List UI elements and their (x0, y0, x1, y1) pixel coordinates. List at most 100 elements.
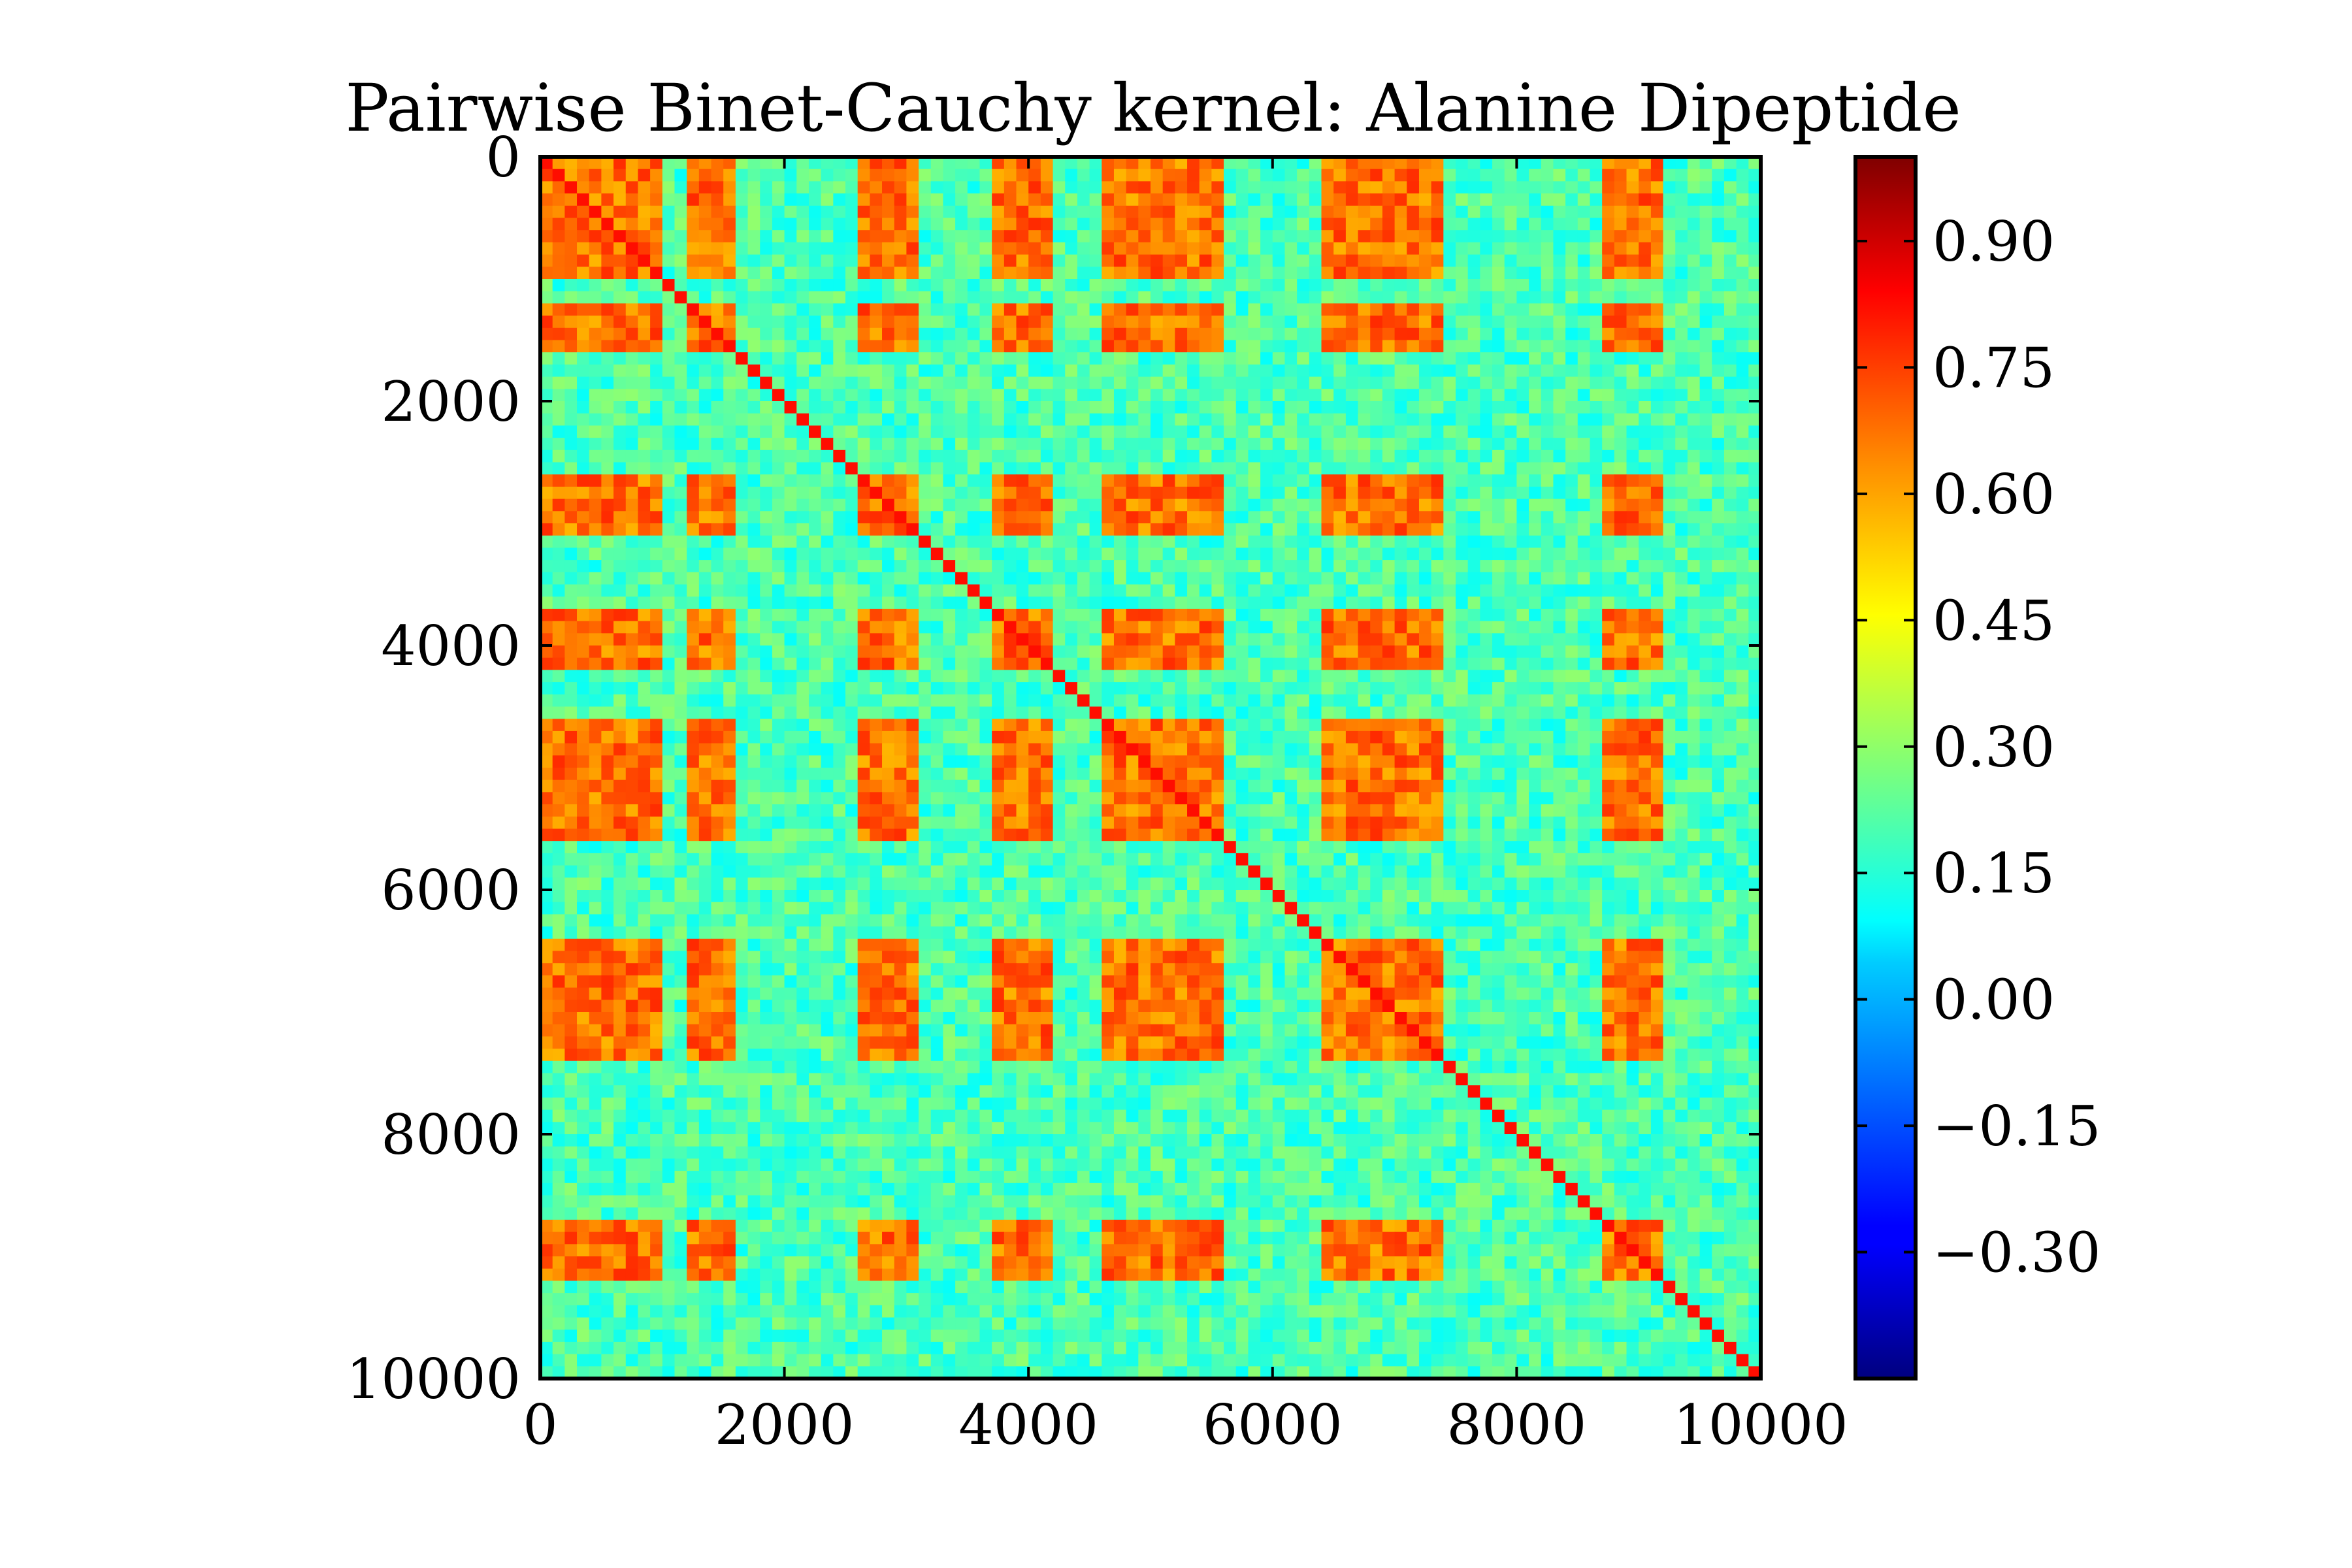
heatmap-cell (857, 645, 870, 659)
heatmap-cell (1370, 657, 1383, 670)
heatmap-cell (1614, 535, 1627, 548)
heatmap-cell (1687, 449, 1701, 463)
heatmap-cell (1699, 608, 1712, 622)
heatmap-cell (1492, 254, 1505, 267)
heatmap-cell (1321, 755, 1334, 768)
heatmap-cell (625, 743, 639, 756)
heatmap-cell (821, 547, 834, 561)
heatmap-cell (577, 462, 590, 475)
heatmap-cell (1407, 316, 1420, 329)
heatmap-cell (552, 560, 565, 573)
heatmap-cell (564, 267, 578, 280)
heatmap-cell (1162, 743, 1175, 756)
heatmap-cell (906, 730, 919, 744)
heatmap-cell (1004, 157, 1017, 170)
heatmap-cell (967, 608, 981, 622)
heatmap-cell (1235, 376, 1249, 389)
heatmap-cell (698, 425, 712, 438)
heatmap-cell (1712, 364, 1725, 378)
heatmap-cell (919, 633, 932, 646)
heatmap-cell (808, 498, 822, 512)
heatmap-cell (1480, 572, 1493, 585)
heatmap-cell (723, 389, 736, 402)
heatmap-cell (1187, 621, 1200, 634)
heatmap-cell (882, 279, 895, 292)
heatmap-cell (1224, 327, 1237, 341)
heatmap-cell (857, 755, 870, 768)
heatmap-cell (1407, 706, 1420, 719)
heatmap-cell (1187, 608, 1200, 622)
heatmap-cell (1650, 633, 1664, 646)
heatmap-cell (1480, 743, 1493, 756)
heatmap-cell (1541, 242, 1554, 255)
heatmap-cell (1370, 254, 1383, 267)
heatmap-cell (1443, 364, 1456, 378)
heatmap-cell (1358, 218, 1371, 231)
heatmap-cell (1492, 267, 1505, 280)
heatmap-cell (1004, 254, 1017, 267)
heatmap-cell (1358, 645, 1371, 659)
heatmap-cell (772, 316, 785, 329)
heatmap-cell (1541, 279, 1554, 292)
heatmap-cell (1443, 694, 1456, 708)
heatmap-cell (735, 316, 749, 329)
heatmap-cell (1663, 169, 1676, 182)
heatmap-cell (760, 267, 773, 280)
heatmap-cell (1333, 327, 1347, 341)
heatmap-cell (1699, 670, 1712, 683)
heatmap-cell (1443, 413, 1456, 426)
heatmap-cell (821, 596, 834, 610)
heatmap-cell (1211, 719, 1224, 732)
heatmap-cell (1321, 242, 1334, 255)
heatmap-cell (711, 560, 724, 573)
heatmap-cell (1516, 572, 1529, 585)
heatmap-cell (1492, 645, 1505, 659)
heatmap-cell (1284, 242, 1298, 255)
heatmap-cell (723, 535, 736, 548)
heatmap-cell (674, 682, 687, 695)
heatmap-cell (1565, 205, 1578, 219)
heatmap-cell (1162, 193, 1175, 206)
heatmap-cell (1333, 682, 1347, 695)
heatmap-cell (601, 279, 614, 292)
heatmap-cell (1407, 572, 1420, 585)
heatmap-cell (955, 621, 968, 634)
heatmap-cell (662, 498, 676, 512)
heatmap-cell (1162, 462, 1175, 475)
heatmap-cell (1699, 169, 1712, 182)
heatmap-cell (979, 254, 992, 267)
heatmap-cell (1358, 389, 1371, 402)
heatmap-cell (870, 254, 883, 267)
heatmap-cell (760, 547, 773, 561)
heatmap-cell (857, 584, 870, 597)
heatmap-cell (857, 279, 870, 292)
heatmap-cell (1235, 352, 1249, 365)
heatmap-cell (1553, 682, 1566, 695)
heatmap-cell (1065, 242, 1078, 255)
heatmap-cell (747, 316, 760, 329)
heatmap-cell (1016, 486, 1029, 500)
heatmap-cell (1235, 169, 1249, 182)
heatmap-cell (1456, 449, 1469, 463)
heatmap-cell (870, 462, 883, 475)
heatmap-cell (1675, 719, 1688, 732)
heatmap-cell (1345, 340, 1359, 353)
heatmap-cell (1407, 254, 1420, 267)
heatmap-cell (1577, 560, 1591, 573)
heatmap-cell (1248, 584, 1261, 597)
heatmap-cell (1431, 389, 1444, 402)
heatmap-cell (711, 474, 724, 487)
heatmap-cell (930, 218, 944, 231)
heatmap-cell (772, 486, 785, 500)
heatmap-cell (1151, 511, 1164, 524)
heatmap-cell (1272, 560, 1286, 573)
heatmap-cell (760, 413, 773, 426)
heatmap-cell (1175, 279, 1188, 292)
heatmap-cell (662, 706, 676, 719)
heatmap-cell (1089, 193, 1102, 206)
heatmap-cell (625, 474, 639, 487)
heatmap-cell (1358, 755, 1371, 768)
heatmap-cell (1492, 719, 1505, 732)
heatmap-cell (1284, 474, 1298, 487)
heatmap-cell (1467, 523, 1480, 536)
